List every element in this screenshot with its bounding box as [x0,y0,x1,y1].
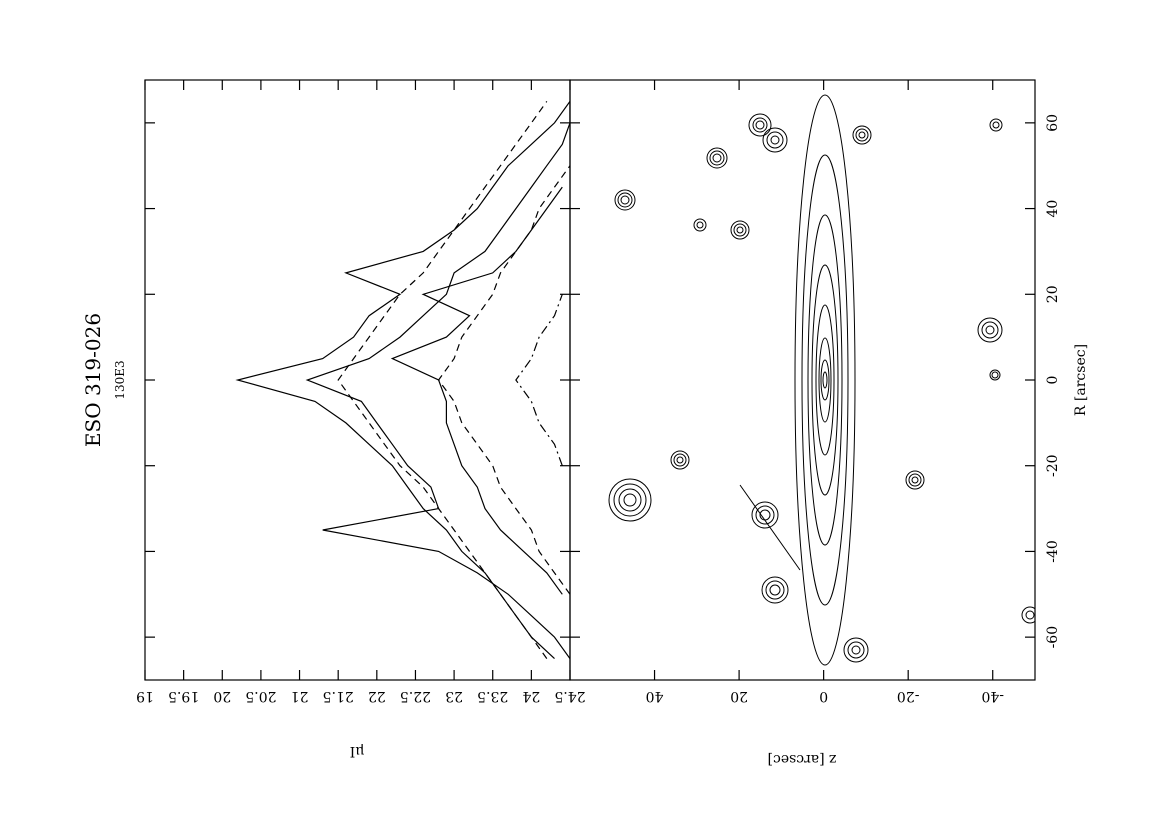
y-tick-label: 40 [646,688,664,704]
galaxy-contours [794,94,856,666]
title: ESO 319-026 [81,313,105,447]
subtitle: 130E3 [113,360,127,399]
y-tick-label: 24.5 [554,688,585,704]
y-tick-label: -40 [981,688,1004,704]
x-tick-label: -20 [1045,454,1061,477]
profile-line [235,101,570,660]
x-tick-label: 60 [1045,114,1061,132]
y-tick-label: 19.5 [168,688,199,704]
y-tick-label: 20.5 [245,688,276,704]
profile-line [515,294,563,466]
x-tick-label: 0 [1045,376,1061,385]
y-tick-label: 0 [819,688,828,704]
artifact-line [739,484,801,571]
x-tick-label: -40 [1045,540,1061,563]
y-tick-label: 23.5 [477,688,508,704]
y-tick-label: 22 [368,688,386,704]
y-axis-label: μI [350,743,365,759]
profile-line [337,101,548,659]
profile-line [437,165,570,595]
y-tick-label: -20 [897,688,920,704]
y-tick-label: 21 [291,688,309,704]
rotated-figure: ESO 319-026 130E3 μI z [arcsec] R [arcse… [81,79,1089,767]
y-tick-label: 20 [213,688,231,704]
x-axis-label: R [arcsec] [1073,344,1089,416]
profile-line [305,101,570,659]
profile-line [390,186,563,595]
y-tick-label: 23 [445,688,463,704]
y-tick-label: 20 [730,688,748,704]
x-tick-label: 40 [1045,200,1061,218]
y-tick-label: 22.5 [400,688,431,704]
star-contours [608,113,1035,663]
y-axis-label: z [arcsec] [768,751,837,767]
panel-frame [144,79,571,681]
x-tick-label: -60 [1045,626,1061,649]
y-tick-label: 21.5 [323,688,354,704]
x-tick-label: 20 [1045,285,1061,303]
y-tick-label: 19 [136,688,154,704]
profiles [235,101,570,660]
y-tick-label: 24 [522,688,540,704]
contour-map [608,94,1035,666]
